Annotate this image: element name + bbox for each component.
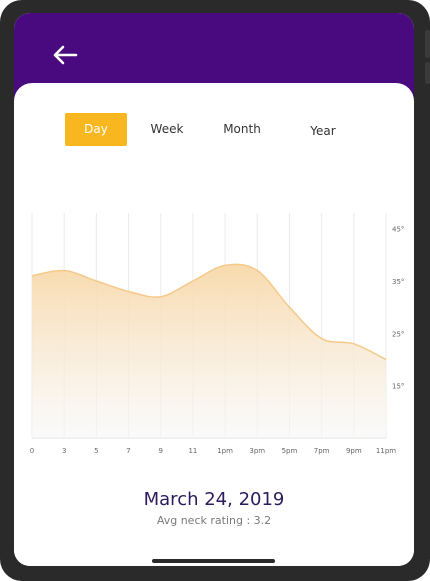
avg-rating-label: Avg neck rating : 3.2 (156, 514, 272, 527)
x-tick-label: 9 (158, 447, 162, 455)
tab-day[interactable]: Day (65, 113, 127, 146)
y-tick-label: 15° (392, 383, 404, 391)
x-tick-label: 3pm (249, 447, 265, 455)
y-tick-label: 25° (392, 330, 404, 338)
x-tick-label: 0 (30, 447, 34, 455)
side-button (425, 30, 430, 58)
y-tick-label: 45° (392, 226, 404, 234)
neck-rating-chart: 45° 35° 25° 15° 0 3 5 7 9 11 1pm 3pm 5pm 7pm 9pm 11pm (30, 213, 404, 455)
x-tick-label: 5 (94, 447, 98, 455)
x-tick-label: 3 (62, 447, 66, 455)
back-button[interactable] (50, 40, 80, 70)
y-tick-label: 35° (392, 278, 404, 286)
x-tick-label: 5pm (282, 447, 298, 455)
tab-month[interactable]: Month (223, 122, 261, 136)
side-button (425, 62, 430, 84)
x-tick-label: 1pm (217, 447, 233, 455)
x-tick-label: 7pm (314, 447, 330, 455)
tab-week[interactable]: Week (150, 122, 184, 136)
x-tick-label: 11 (188, 447, 197, 455)
x-tick-label: 11pm (376, 447, 396, 455)
range-tabs: Day Week Month Year (14, 113, 414, 147)
tab-year[interactable]: Year (310, 124, 336, 138)
series-line (31, 263, 387, 361)
screen: Day Week Month Year 45° 35° 25° 15° 0 3 5 7 9 11… (14, 13, 414, 566)
date-title: March 24, 2019 (143, 489, 285, 510)
arrow-left-icon (53, 45, 78, 65)
home-indicator (152, 559, 275, 563)
area-fill (32, 264, 386, 438)
x-tick-label: 7 (126, 447, 130, 455)
x-tick-label: 9pm (346, 447, 362, 455)
